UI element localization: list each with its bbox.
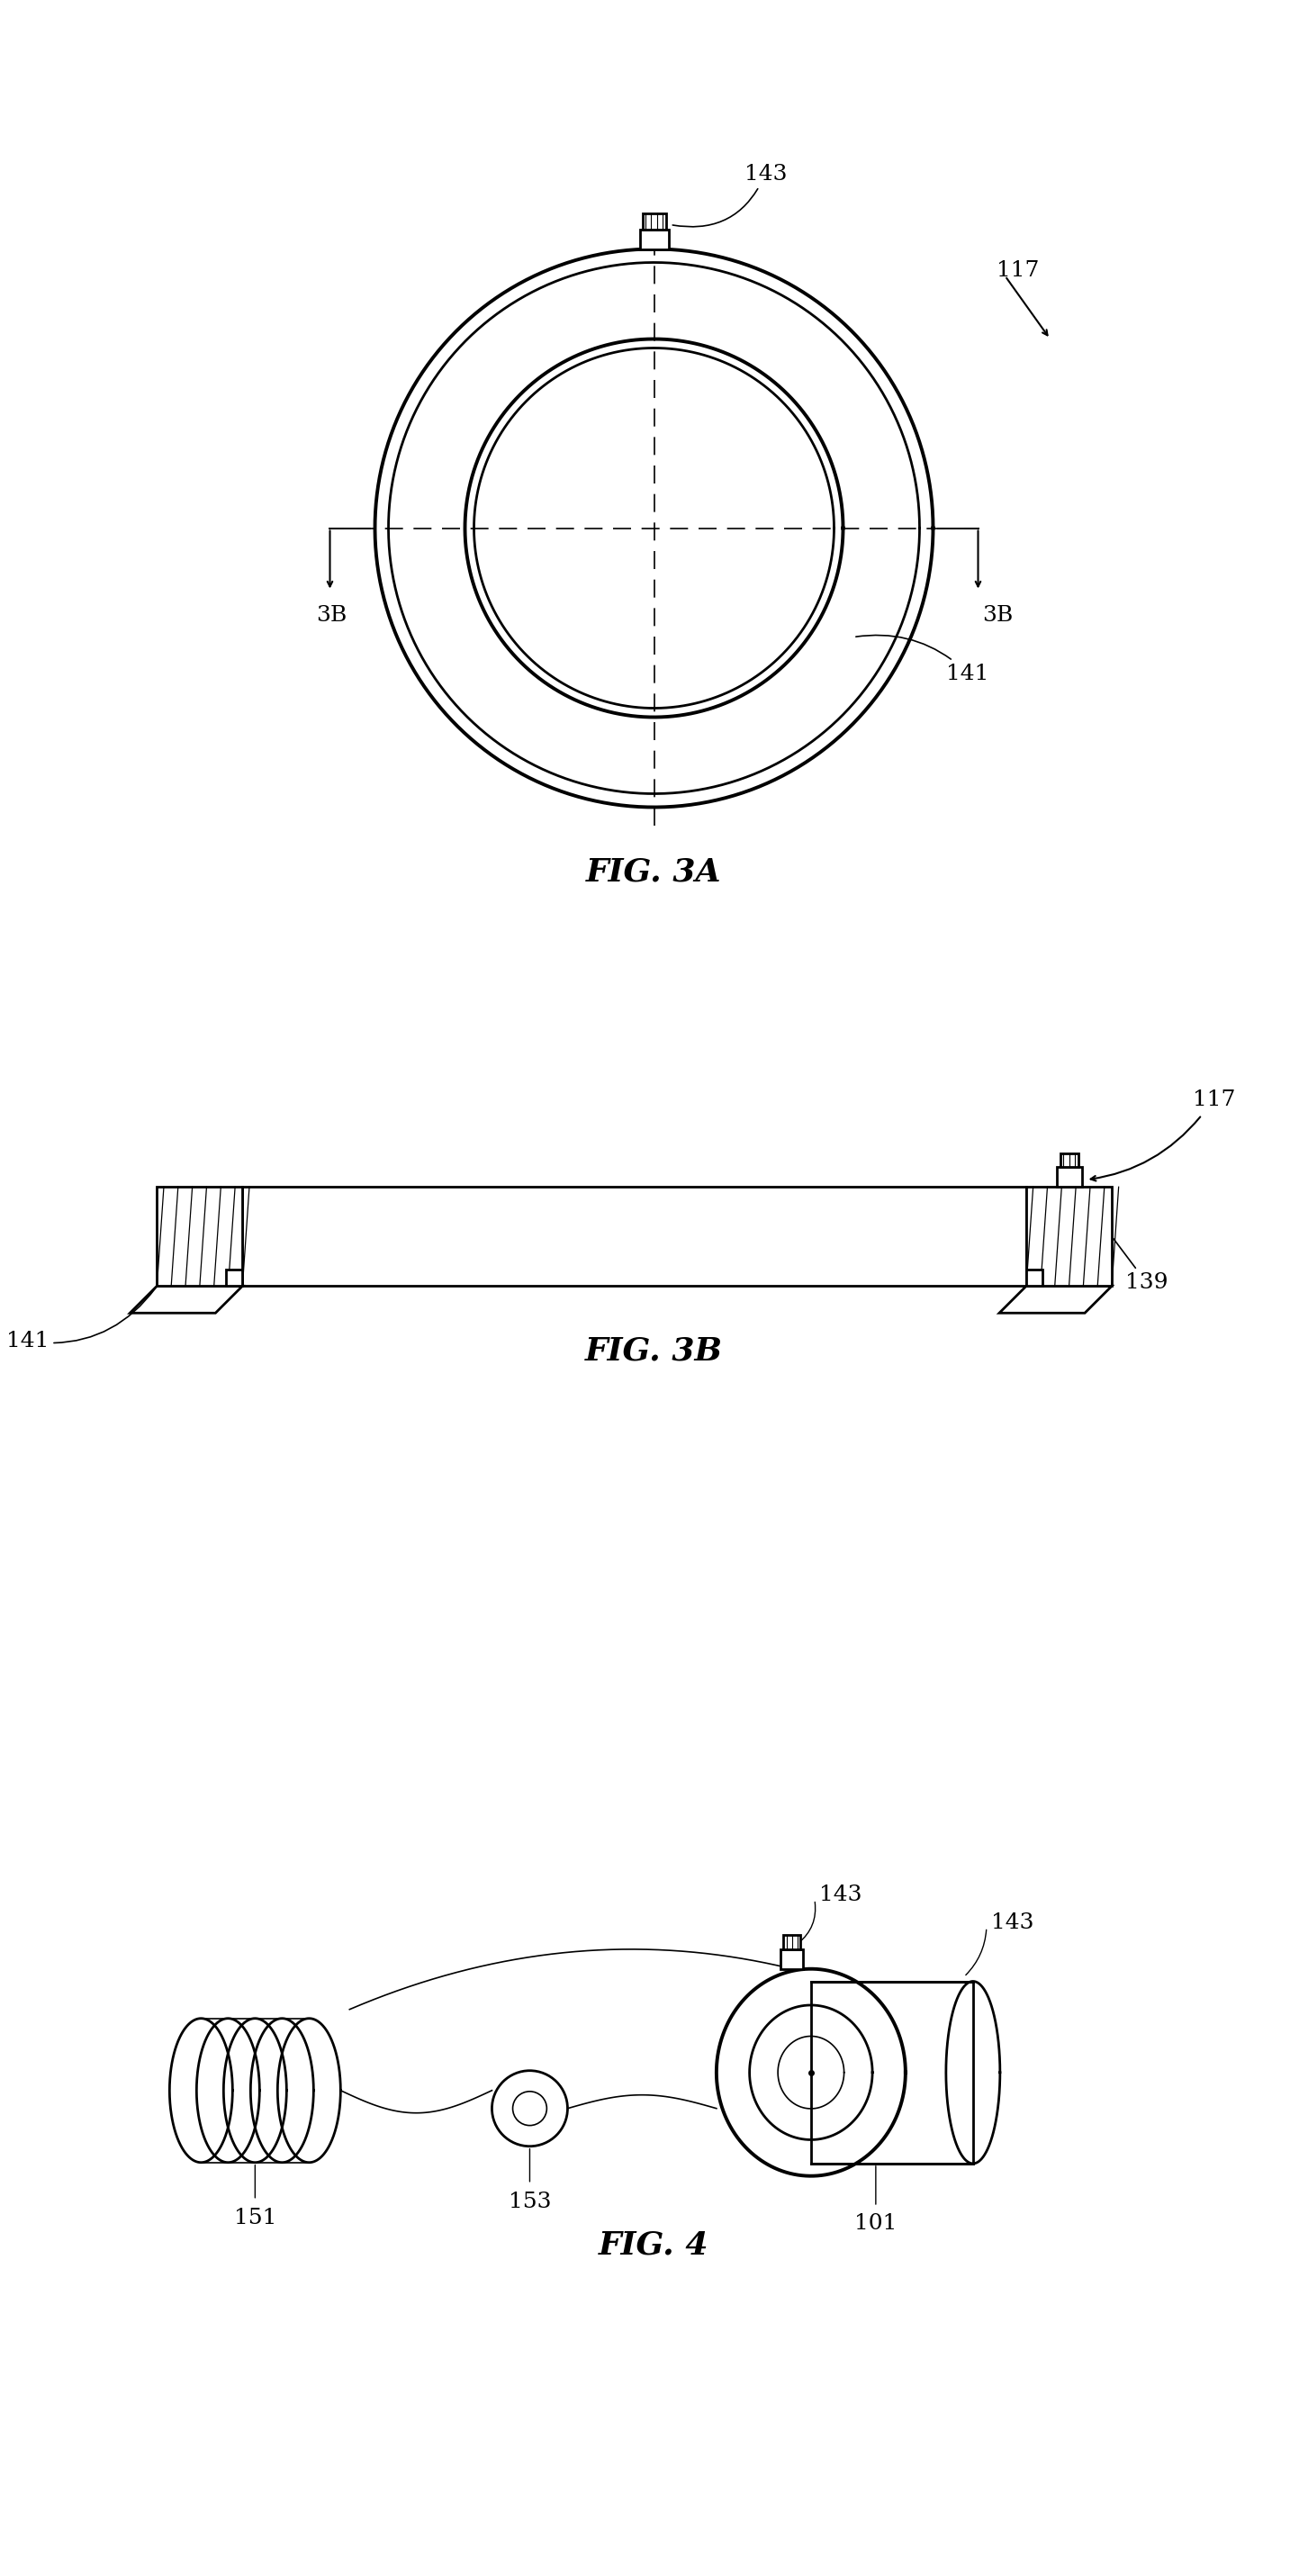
Bar	[642, 214, 666, 229]
Text: 141: 141	[855, 636, 989, 683]
Text: FIG. 3A: FIG. 3A	[586, 858, 722, 886]
Bar	[226, 1270, 242, 1285]
Text: 141: 141	[7, 1288, 156, 1352]
Bar	[640, 229, 668, 250]
Text: 151: 151	[234, 2208, 276, 2228]
Text: 101: 101	[854, 2213, 897, 2233]
Text: 3B: 3B	[317, 605, 347, 626]
Text: FIG. 3B: FIG. 3B	[585, 1334, 723, 1365]
Bar	[242, 1188, 1027, 1285]
Text: 153: 153	[509, 2192, 551, 2213]
Bar	[1057, 1167, 1082, 1188]
Polygon shape	[999, 1285, 1112, 1314]
Circle shape	[492, 2071, 568, 2146]
Text: 117: 117	[1193, 1090, 1236, 1110]
Bar	[1027, 1270, 1042, 1285]
Text: 143: 143	[672, 162, 787, 227]
Bar	[783, 1935, 800, 1950]
Bar	[1059, 1154, 1078, 1167]
Bar	[781, 1950, 803, 1968]
Bar	[811, 1981, 973, 2164]
Polygon shape	[129, 1285, 242, 1314]
Text: 117: 117	[997, 260, 1039, 281]
Text: 3B: 3B	[982, 605, 1014, 626]
Bar	[1027, 1188, 1112, 1285]
Bar	[157, 1188, 242, 1285]
Circle shape	[513, 2092, 547, 2125]
Text: 143: 143	[991, 1911, 1033, 1932]
Text: 139: 139	[1113, 1239, 1168, 1293]
Text: FIG. 4: FIG. 4	[599, 2231, 709, 2262]
Text: 143: 143	[819, 1886, 862, 1906]
